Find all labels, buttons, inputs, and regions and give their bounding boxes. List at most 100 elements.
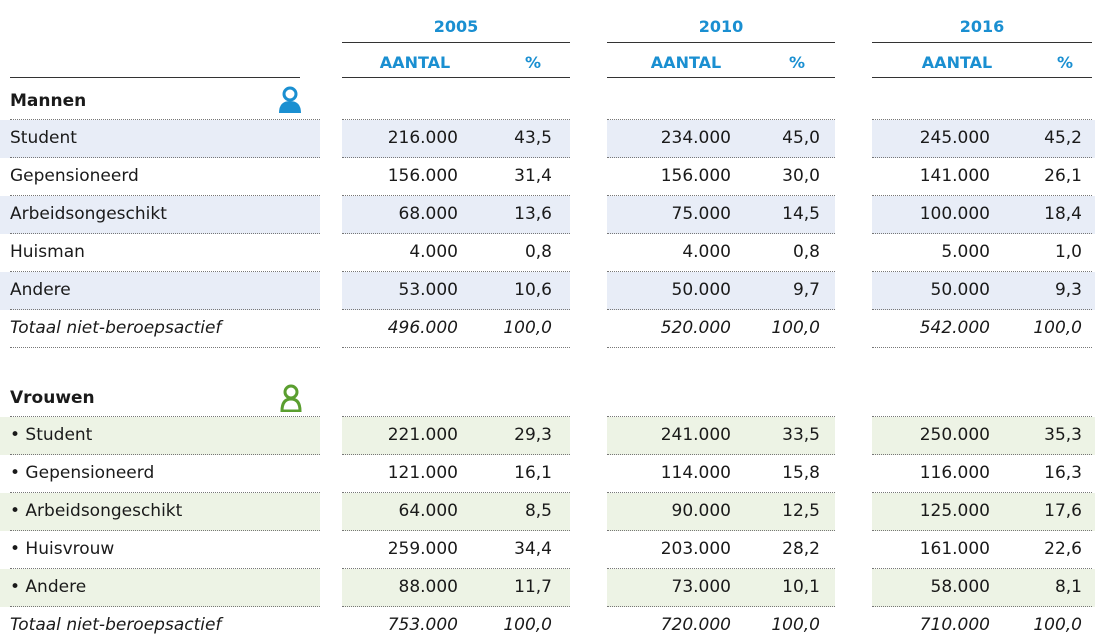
row-rule [607,119,835,120]
cell-value: 125.000 [919,501,990,521]
cell-value: 29,3 [514,425,552,445]
section-title: Vrouwen [10,388,95,408]
cell-value: 710.000 [919,615,990,635]
row-label: Totaal niet-beroepsactief [10,615,222,635]
row-rule [342,416,570,417]
row-rule [342,568,570,569]
column-rule [342,77,570,78]
cell-value: 15,8 [782,463,820,483]
row-shade [872,272,1095,310]
row-rule [342,454,570,455]
cell-value: 90.000 [671,501,731,521]
cell-value: 13,6 [514,204,552,224]
row-rule [872,271,1092,272]
row-rule [342,606,570,607]
row-rule [342,195,570,196]
male-icon [279,86,301,113]
row-rule [10,454,320,455]
cell-value: 9,7 [792,280,820,300]
cell-value: 116.000 [919,463,990,483]
row-rule [872,568,1092,569]
row-rule [10,492,320,493]
row-shade [0,196,320,234]
cell-value: 100.000 [919,204,990,224]
row-shade [607,272,835,310]
row-rule [607,309,835,310]
row-rule [872,347,1092,348]
cell-value: 75.000 [671,204,731,224]
row-shade [872,417,1095,455]
cell-value: 100,0 [771,318,820,338]
year-rule [607,42,835,43]
row-rule [872,309,1092,310]
row-label: • Student [10,425,93,445]
row-label: Totaal niet-beroepsactief [10,318,222,338]
cell-value: 5.000 [941,242,990,262]
cell-value: 22,6 [1044,539,1082,559]
cell-value: 33,5 [782,425,820,445]
row-rule [607,157,835,158]
cell-value: 12,5 [782,501,820,521]
row-rule [607,492,835,493]
cell-value: 10,1 [782,577,820,597]
cell-value: 1,0 [1054,242,1082,262]
cell-value: 26,1 [1044,166,1082,186]
row-shade [607,417,835,455]
row-rule [10,309,320,310]
cell-value: 45,0 [782,128,820,148]
cell-value: 73.000 [671,577,731,597]
cell-value: 10,6 [514,280,552,300]
row-rule [342,119,570,120]
cell-value: 141.000 [919,166,990,186]
row-rule [872,195,1092,196]
row-label: Student [10,128,77,148]
row-rule [342,309,570,310]
cell-value: 100,0 [771,615,820,635]
row-label: Andere [10,280,71,300]
year-header: 2016 [959,17,1005,36]
row-rule [10,416,320,417]
row-rule [607,271,835,272]
row-rule [10,119,320,120]
row-rule [10,347,320,348]
cell-value: 0,8 [524,242,552,262]
cell-value: 216.000 [387,128,458,148]
cell-value: 4.000 [409,242,458,262]
cell-value: 45,2 [1044,128,1082,148]
cell-value: 520.000 [660,318,731,338]
row-rule [872,416,1092,417]
column-header: % [788,53,806,72]
row-rule [607,568,835,569]
row-shade [342,569,570,607]
row-shade [342,417,570,455]
row-rule [872,119,1092,120]
cell-value: 245.000 [919,128,990,148]
row-label: Arbeidsongeschikt [10,204,167,224]
row-label: Gepensioneerd [10,166,139,186]
row-rule [872,454,1092,455]
cell-value: 9,3 [1054,280,1082,300]
row-label: Huisman [10,242,85,262]
row-shade [872,569,1095,607]
row-rule [342,271,570,272]
cell-value: 121.000 [387,463,458,483]
cell-value: 241.000 [660,425,731,445]
cell-value: 8,5 [524,501,552,521]
cell-value: 8,1 [1054,577,1082,597]
row-shade [0,569,320,607]
cell-value: 16,1 [514,463,552,483]
row-rule [342,530,570,531]
cell-value: 156.000 [387,166,458,186]
cell-value: 250.000 [919,425,990,445]
row-rule [872,606,1092,607]
cell-value: 14,5 [782,204,820,224]
row-label: • Huisvrouw [10,539,115,559]
row-shade [872,120,1095,158]
cell-value: 88.000 [398,577,458,597]
cell-value: 4.000 [682,242,731,262]
row-rule [872,157,1092,158]
cell-value: 100,0 [503,615,552,635]
row-rule [10,530,320,531]
cell-value: 114.000 [660,463,731,483]
row-rule [342,347,570,348]
